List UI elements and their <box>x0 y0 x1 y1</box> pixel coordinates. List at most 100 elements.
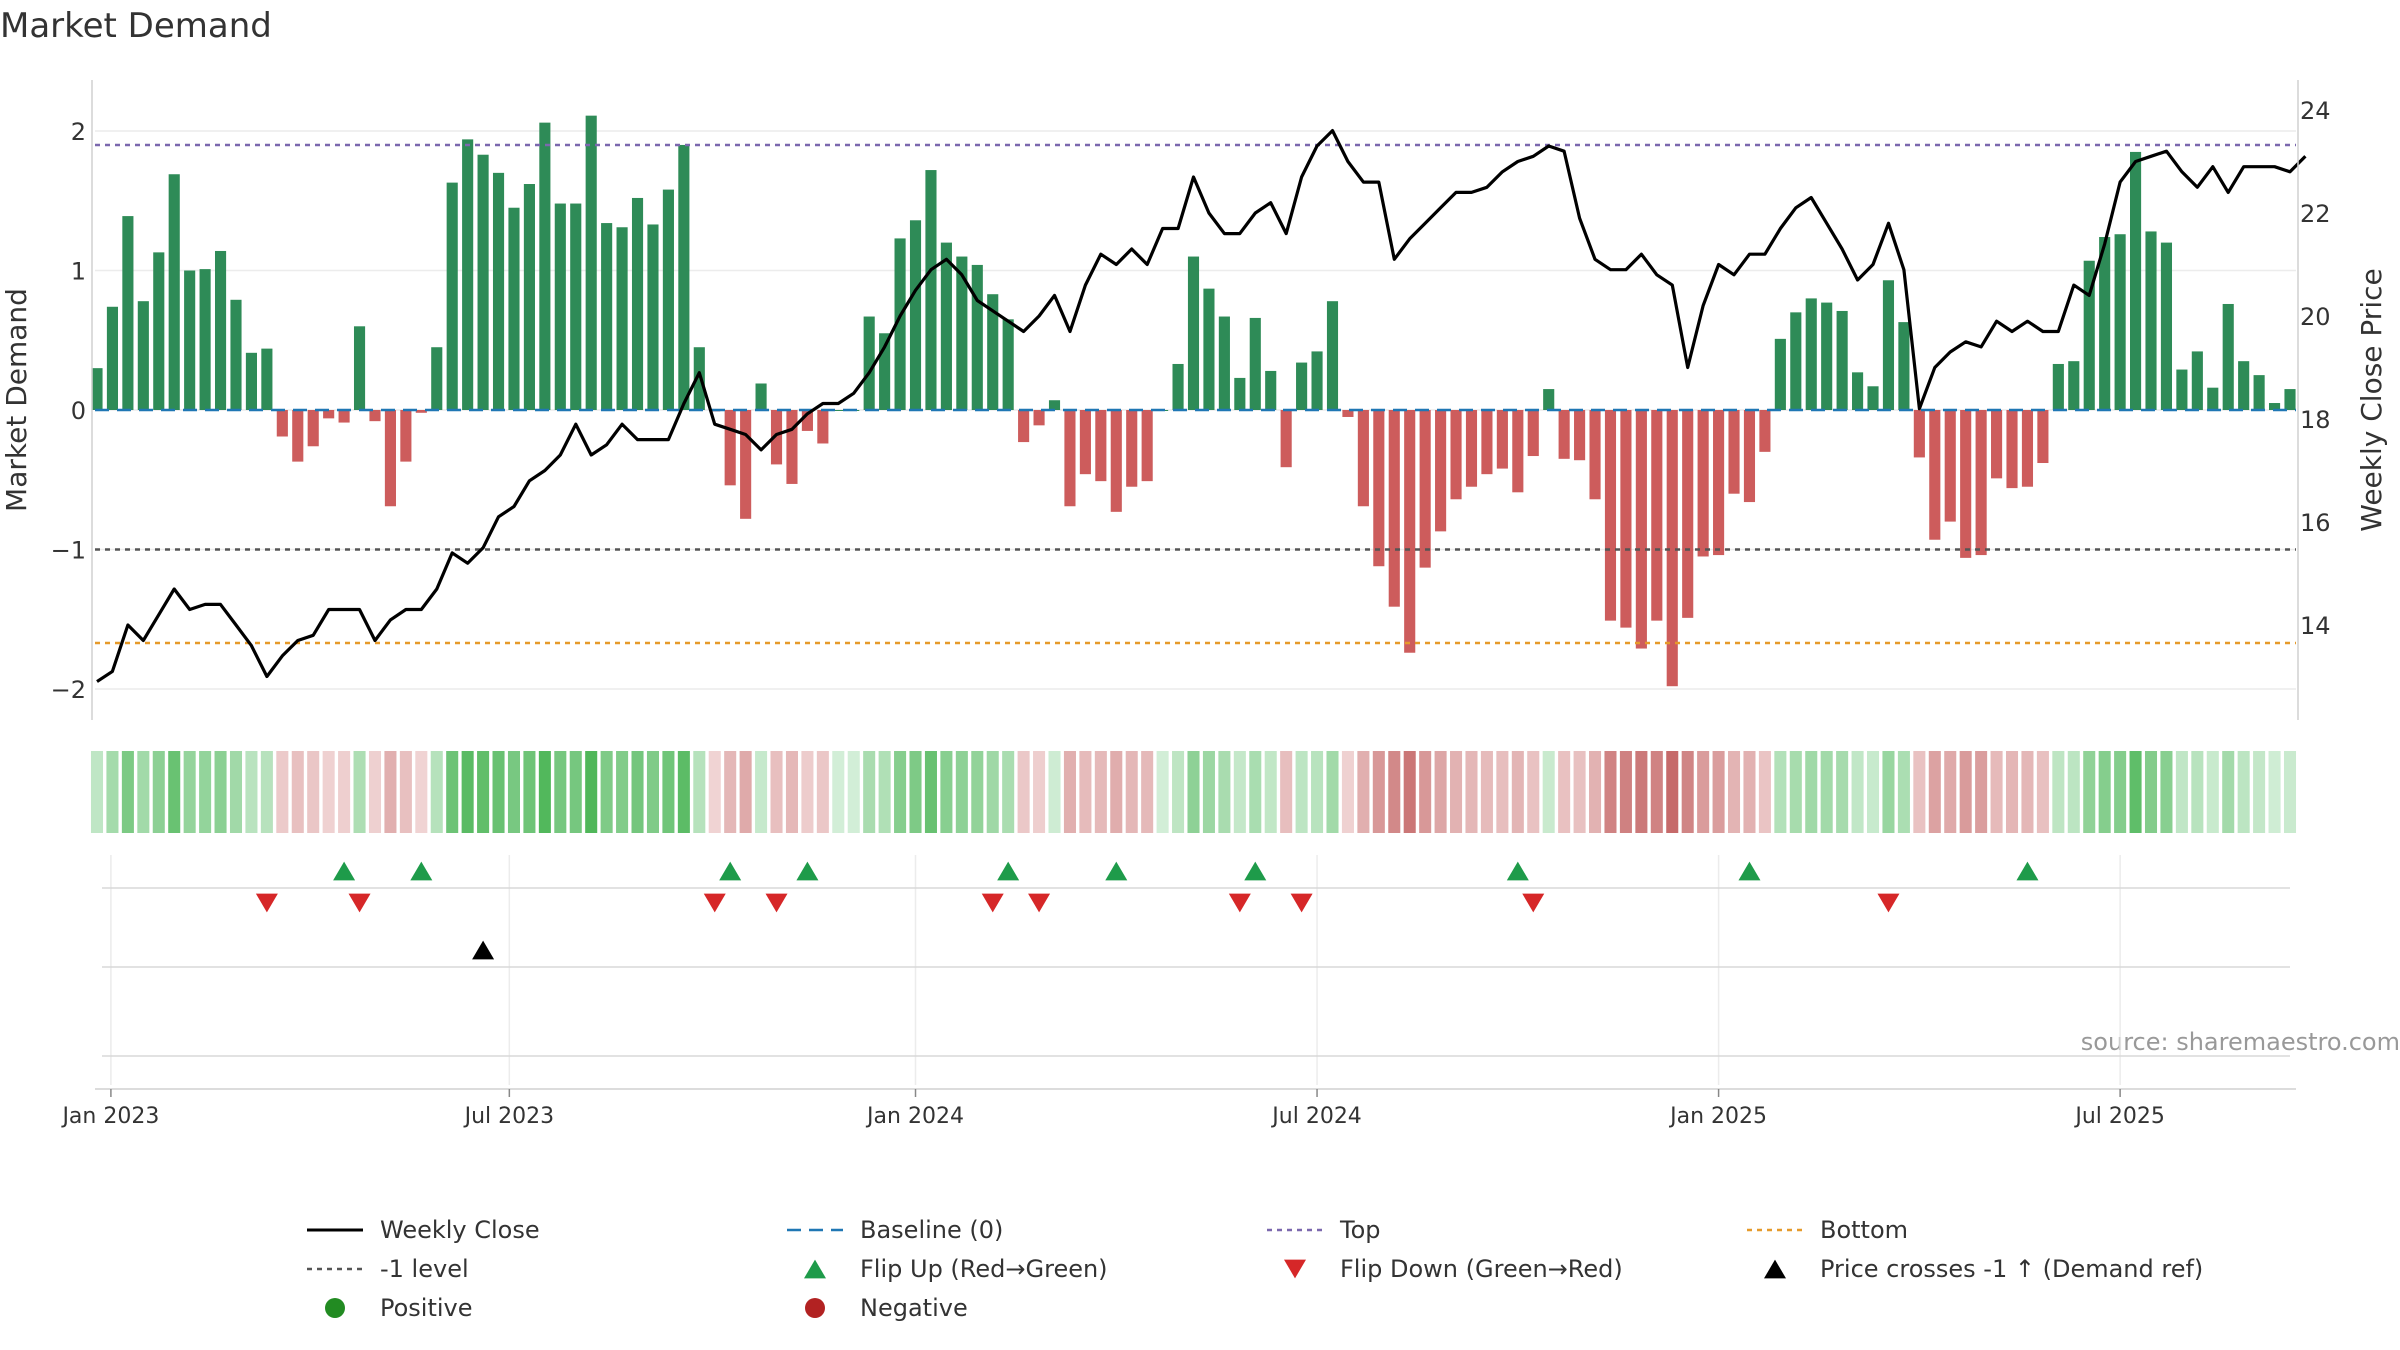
demand-bar <box>1852 372 1864 410</box>
flip-down-marker <box>1228 893 1251 913</box>
flip-down-marker <box>1877 893 1900 913</box>
strip-cell <box>1944 751 1957 833</box>
strip-cell <box>353 751 366 833</box>
legend-item: Flip Down (Green→Red) <box>1260 1255 1740 1283</box>
strip-cell <box>662 751 675 833</box>
strip-cell <box>1913 751 1926 833</box>
legend-item: Baseline (0) <box>780 1216 1260 1244</box>
legend-key-icon <box>1260 1220 1330 1240</box>
demand-bar <box>1759 410 1771 452</box>
demand-bar <box>2052 363 2064 410</box>
legend-dot-icon <box>325 1297 345 1318</box>
strip-cell <box>1789 751 1802 833</box>
strip-cell <box>986 751 999 833</box>
y-tick-right: 14 <box>2300 612 2331 640</box>
demand-bar <box>1867 386 1879 410</box>
strip-cell <box>1249 751 1262 833</box>
strip-cell <box>199 751 212 833</box>
strip-cell <box>2114 751 2127 833</box>
demand-bar <box>492 172 505 410</box>
demand-bar <box>1311 351 1323 410</box>
strip-cell <box>2021 751 2034 833</box>
legend-key-icon <box>780 1259 850 1279</box>
demand-bar <box>2207 387 2219 410</box>
strip-cell <box>1311 751 1324 833</box>
strip-cell <box>1990 751 2003 833</box>
strip-cell <box>2175 751 2188 833</box>
strip-cell <box>399 751 412 833</box>
demand-bar <box>307 410 319 447</box>
strip-cell <box>492 751 505 833</box>
demand-bar <box>2145 231 2157 410</box>
legend-key-icon <box>1260 1259 1330 1279</box>
demand-bar <box>91 368 103 410</box>
demand-bar <box>369 410 381 422</box>
x-tick-label: Jul 2023 <box>463 1104 555 1129</box>
demand-bar <box>1187 256 1200 410</box>
demand-bar <box>1743 410 1756 503</box>
demand-bar <box>523 184 535 410</box>
demand-bar <box>539 122 551 410</box>
demand-bar <box>2006 410 2018 489</box>
strip-cell <box>1697 751 1710 833</box>
flip-up-marker <box>410 861 433 881</box>
demand-bar <box>940 242 952 410</box>
strip-cell <box>1465 751 1478 833</box>
flip-up-marker <box>1506 861 1529 881</box>
legend-key-icon <box>780 1220 850 1240</box>
demand-bar <box>276 410 288 437</box>
demand-bar <box>601 223 613 410</box>
legend-triangle-up-icon <box>804 1259 826 1278</box>
demand-bar <box>585 115 597 410</box>
strip-cell <box>2160 751 2173 833</box>
legend-row: -1 level Flip Up (Red→Green) Flip Down (Gr… <box>300 1249 2300 1288</box>
flip-up-marker <box>333 861 356 881</box>
demand-bar <box>1234 377 1246 410</box>
strip-cell <box>1805 751 1818 833</box>
demand-bar <box>678 144 690 410</box>
demand-bar <box>214 250 227 410</box>
strip-cell <box>1002 751 1015 833</box>
strip-cell <box>430 751 443 833</box>
y-tick-left: 2 <box>71 118 86 146</box>
demand-bar <box>817 410 829 444</box>
y-tick-right: 20 <box>2300 303 2331 331</box>
strip-cell <box>1326 751 1339 833</box>
demand-bar <box>1836 310 1848 410</box>
legend-triangle-up-icon <box>1764 1259 1786 1278</box>
demand-bar <box>616 227 628 410</box>
strip-cell <box>770 751 783 833</box>
flip-up-marker <box>1105 861 1128 881</box>
strip-cell <box>1280 751 1293 833</box>
demand-bar <box>879 333 891 410</box>
demand-bar <box>2021 410 2034 487</box>
demand-bar <box>1357 410 1369 507</box>
demand-bar <box>786 410 798 484</box>
demand-bar <box>925 170 937 410</box>
demand-bar <box>2083 260 2095 410</box>
strip-cell <box>446 751 459 833</box>
x-tick-label: Jan 2024 <box>865 1104 964 1129</box>
legend-label: Positive <box>380 1293 473 1322</box>
legend-key-icon <box>780 1297 850 1318</box>
strip-cell <box>2067 751 2080 833</box>
demand-bar <box>1604 410 1617 621</box>
strip-cell <box>477 751 490 833</box>
demand-bar <box>2284 389 2296 410</box>
strip-cell <box>1866 751 1880 833</box>
demand-bar <box>724 410 736 486</box>
demand-bar <box>770 410 783 465</box>
demand-bar <box>832 410 844 411</box>
flip-down-marker <box>1290 893 1313 913</box>
flip-down-marker <box>348 893 371 913</box>
strip-cell <box>847 751 860 833</box>
demand-bar <box>338 410 350 423</box>
demand-bar <box>477 154 489 410</box>
demand-bar <box>894 238 906 410</box>
strip-cell <box>1496 751 1509 833</box>
flip-down-marker <box>765 893 788 913</box>
flip-up-marker <box>719 861 742 881</box>
strip-cell <box>1897 751 1910 833</box>
demand-bar <box>292 410 304 462</box>
strip-cell <box>2222 751 2235 833</box>
